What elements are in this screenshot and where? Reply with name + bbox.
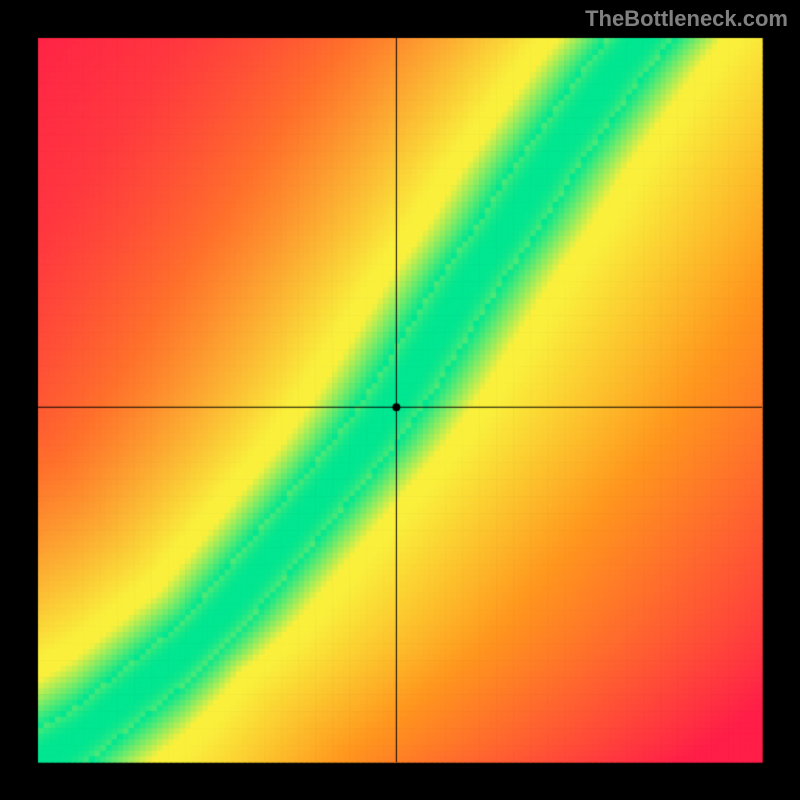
chart-container: TheBottleneck.com [0, 0, 800, 800]
watermark-text: TheBottleneck.com [585, 6, 788, 32]
heatmap-canvas [0, 0, 800, 800]
